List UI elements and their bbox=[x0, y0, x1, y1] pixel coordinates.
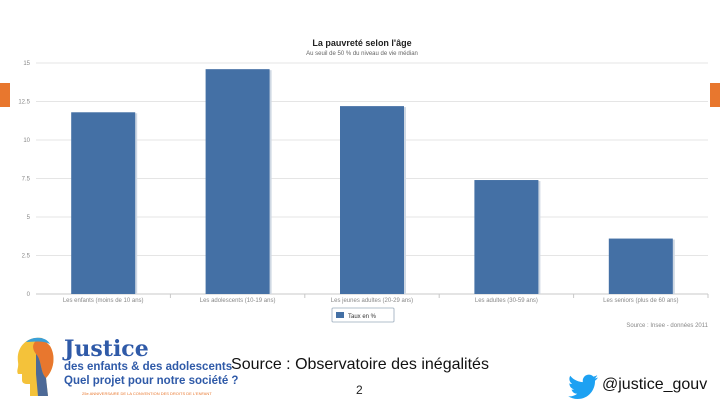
y-tick-label: 10 bbox=[23, 138, 30, 144]
x-tick-label: Les enfants (moins de 10 ans) bbox=[63, 298, 144, 304]
y-tick-label: 2.5 bbox=[22, 254, 31, 260]
twitter-bird-icon bbox=[568, 374, 598, 399]
y-tick-label: 15 bbox=[23, 61, 30, 67]
bar bbox=[608, 238, 673, 294]
logo-tagline: Quel projet pour notre société ? bbox=[64, 375, 239, 387]
y-tick-label: 0 bbox=[27, 292, 31, 298]
right-accent-tab bbox=[710, 83, 720, 107]
chart-source-note: Source : Insee - données 2011 bbox=[626, 323, 708, 329]
twitter-link[interactable]: @justice_gouv bbox=[568, 374, 707, 402]
slide-source: Source : Observatoire des inégalités bbox=[231, 356, 489, 373]
y-tick-label: 12.5 bbox=[18, 100, 30, 106]
left-accent-tab bbox=[0, 83, 10, 107]
logo-subtitle: des enfants & des adolescents bbox=[64, 361, 233, 373]
x-tick-label: Les seniors (plus de 60 ans) bbox=[603, 298, 678, 304]
x-tick-label: Les jeunes adultes (20-29 ans) bbox=[331, 298, 413, 304]
profile-head-icon bbox=[17, 337, 54, 396]
bar bbox=[474, 180, 539, 294]
logo-title: Justice bbox=[64, 336, 149, 362]
chart-legend: Taux en % bbox=[331, 307, 395, 323]
legend-box bbox=[331, 307, 395, 323]
y-tick-label: 5 bbox=[27, 215, 31, 221]
poverty-by-age-chart: La pauvreté selon l'âge Au seuil de 50 %… bbox=[18, 38, 708, 329]
bar bbox=[340, 106, 404, 295]
legend-swatch bbox=[336, 312, 344, 318]
y-tick-label: 7.5 bbox=[22, 177, 31, 183]
page-number: 2 bbox=[356, 383, 363, 397]
x-tick-label: Les adolescents (10-19 ans) bbox=[200, 298, 276, 304]
bar bbox=[205, 69, 270, 294]
legend-label: Taux en % bbox=[348, 314, 377, 320]
logo-anniversary-text: 25e ANNIVERSAIRE DE LA CONVENTION DES DR… bbox=[82, 391, 212, 396]
justice-logo: Justice des enfants & des adolescents Qu… bbox=[12, 334, 238, 402]
chart-subtitle: Au seuil de 50 % du niveau de vie médian bbox=[306, 51, 418, 57]
chart-title: La pauvreté selon l'âge bbox=[312, 38, 411, 48]
x-tick-label: Les adultes (30-59 ans) bbox=[475, 298, 538, 304]
twitter-handle[interactable]: @justice_gouv bbox=[602, 376, 708, 393]
bar bbox=[71, 112, 136, 294]
